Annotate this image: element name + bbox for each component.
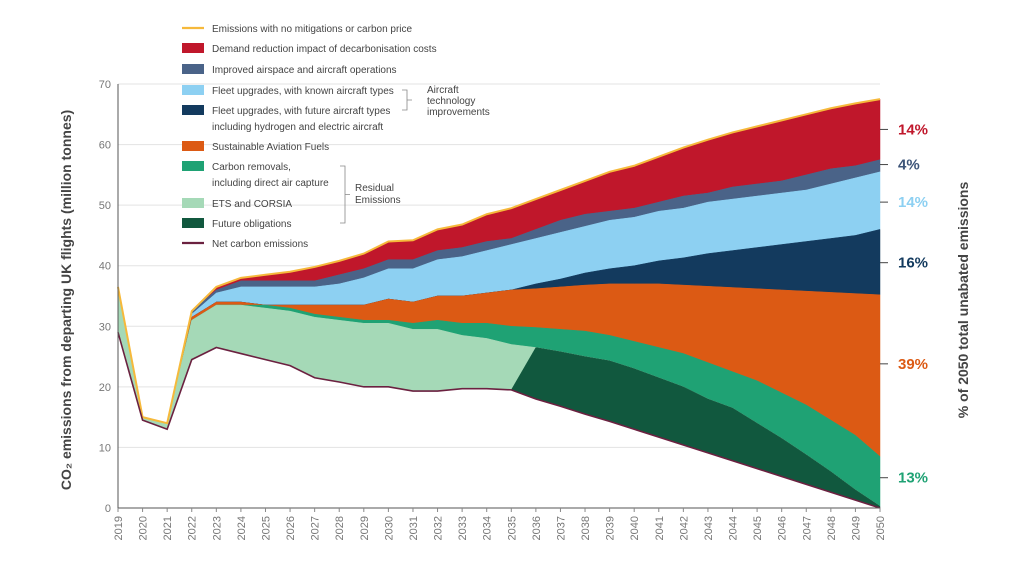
y-tick-label: 50 <box>99 200 111 212</box>
y-tick-label: 20 <box>99 382 111 394</box>
x-tick-label: 2019 <box>113 516 125 540</box>
legend-label-continued: including direct air capture <box>212 178 329 189</box>
legend-label-continued: including hydrogen and electric aircraft <box>212 122 383 133</box>
x-tick-label: 2036 <box>531 516 543 540</box>
y-tick-label: 60 <box>99 140 111 152</box>
legend-label: Emissions with no mitigations or carbon … <box>212 24 413 35</box>
legend-label: Fleet upgrades, with known aircraft type… <box>212 86 394 97</box>
x-tick-label: 2028 <box>334 516 346 540</box>
legend-label: Sustainable Aviation Fuels <box>212 142 329 153</box>
x-tick-label: 2025 <box>260 516 272 540</box>
x-tick-label: 2021 <box>162 516 174 540</box>
x-tick-label: 2041 <box>654 516 666 540</box>
x-tick-label: 2034 <box>482 516 494 540</box>
percentage-label: 4% <box>898 157 920 174</box>
x-tick-label: 2047 <box>801 516 813 540</box>
y-tick-label: 40 <box>99 261 111 273</box>
x-tick-label: 2027 <box>310 516 322 540</box>
legend-swatch <box>182 64 204 74</box>
x-tick-label: 2048 <box>826 516 838 540</box>
x-tick-label: 2026 <box>285 516 297 540</box>
legend-bracket <box>402 89 412 111</box>
y-tick-label: 70 <box>99 79 111 91</box>
legend: Emissions with no mitigations or carbon … <box>182 24 490 250</box>
x-tick-label: 2033 <box>457 516 469 540</box>
x-tick-label: 2046 <box>777 516 789 540</box>
series-lines <box>117 98 881 509</box>
percentage-label: 13% <box>898 470 928 487</box>
legend-group-label: improvements <box>427 107 490 118</box>
x-tick-label: 2049 <box>850 516 862 540</box>
percentage-label: 16% <box>898 255 928 272</box>
x-tick-label: 2040 <box>629 516 641 540</box>
percentage-label: 14% <box>898 121 928 138</box>
legend-group-label: Residual <box>355 183 394 194</box>
y-tick-label: 10 <box>99 442 111 454</box>
x-tick-label: 2022 <box>187 516 199 540</box>
y-axis-label: CO₂ emissions from departing UK flights … <box>58 110 74 490</box>
x-tick-label: 2035 <box>506 516 518 540</box>
x-tick-label: 2042 <box>678 516 690 540</box>
legend-swatch <box>182 141 204 151</box>
legend-group-label: Aircraft <box>427 85 459 96</box>
y-tick-label: 30 <box>99 321 111 333</box>
legend-label: Carbon removals, <box>212 162 291 173</box>
percentage-label: 39% <box>898 356 928 373</box>
x-tick-label: 2038 <box>580 516 592 540</box>
x-tick-label: 2030 <box>383 516 395 540</box>
legend-swatch <box>182 43 204 53</box>
x-tick-label: 2050 <box>875 516 887 540</box>
secondary-y-axis-label: % of 2050 total unabated emissions <box>955 182 971 419</box>
legend-bracket <box>340 165 350 224</box>
stacked-areas <box>117 98 881 509</box>
right-percentage-labels: 14% 4% 14% 16% 39% 13% <box>880 121 928 487</box>
x-tick-label: 2020 <box>138 516 150 540</box>
legend-swatch <box>182 161 204 171</box>
legend-label: Improved airspace and aircraft operation… <box>212 65 397 76</box>
x-tick-label: 2043 <box>703 516 715 540</box>
no-mitigation-line <box>117 98 881 425</box>
y-tick-label: 0 <box>105 503 111 515</box>
percentage-label: 14% <box>898 194 928 211</box>
x-tick-label: 2045 <box>752 516 764 540</box>
x-tick-label: 2039 <box>605 516 617 540</box>
legend-label: Fleet upgrades, with future aircraft typ… <box>212 106 390 117</box>
x-tick-label: 2031 <box>408 516 420 540</box>
legend-swatch <box>182 105 204 115</box>
legend-swatch <box>182 198 204 208</box>
x-tick-label: 2029 <box>359 516 371 540</box>
legend-label: ETS and CORSIA <box>212 199 292 210</box>
legend-swatch <box>182 218 204 228</box>
net-line <box>117 332 881 509</box>
legend-swatch <box>182 85 204 95</box>
legend-label: Net carbon emissions <box>212 239 308 250</box>
x-tick-label: 2044 <box>728 516 740 540</box>
x-tick-label: 2024 <box>236 516 248 540</box>
legend-label: Future obligations <box>212 219 292 230</box>
x-tick-label: 2032 <box>433 516 445 540</box>
x-tick-label: 2023 <box>211 516 223 540</box>
legend-label: Demand reduction impact of decarbonisati… <box>212 44 437 55</box>
legend-group-label: technology <box>427 96 475 107</box>
x-tick-label: 2037 <box>555 516 567 540</box>
legend-group-label: Emissions <box>355 195 401 206</box>
